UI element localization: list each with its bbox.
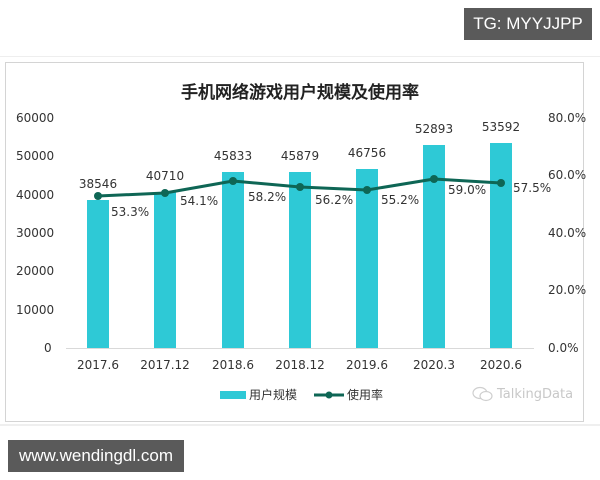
y-tick-right: 80.0%: [548, 111, 587, 125]
bar-value-label: 40710: [145, 169, 185, 183]
y-tick-right: 20.0%: [548, 283, 587, 297]
divider: [0, 424, 600, 426]
x-tick: 2020.6: [480, 358, 522, 372]
x-axis-line: [66, 348, 534, 349]
bar-value-label: 45879: [280, 149, 320, 163]
x-tick: 2020.3: [413, 358, 455, 372]
bar-2019-6: [356, 169, 378, 348]
bar-value-label: 46756: [347, 146, 387, 160]
line-value-label: 57.5%: [513, 181, 552, 195]
legend-line-label: 使用率: [347, 388, 384, 402]
line-value-label: 58.2%: [248, 190, 287, 204]
y-tick-right: 0.0%: [548, 341, 579, 355]
y-tick-left: 0: [44, 341, 52, 355]
y-tick-right: 60.0%: [548, 168, 587, 182]
bar-value-label: 52893: [414, 122, 454, 136]
x-tick: 2019.6: [346, 358, 388, 372]
bar-value-label: 53592: [481, 120, 521, 134]
wechat-icon: [472, 386, 493, 402]
y-tick-left: 30000: [16, 226, 55, 240]
bar-2017-12: [154, 192, 176, 348]
bar-2018-6: [222, 172, 244, 348]
x-tick: 2018.6: [212, 358, 254, 372]
y-tick-right: 40.0%: [548, 226, 587, 240]
divider: [0, 56, 600, 57]
watermark: TalkingData: [472, 386, 573, 402]
legend-item-bar: 用户规模: [220, 386, 297, 403]
bar-value-label: 38546: [78, 177, 118, 191]
bar-2020-6: [490, 143, 512, 348]
line-value-label: 55.2%: [381, 193, 420, 207]
tg-tag: TG: MYYJJPP: [464, 8, 592, 40]
legend-item-line: 使用率: [314, 386, 383, 403]
chart-title: 手机网络游戏用户规模及使用率: [181, 83, 419, 103]
line-value-label: 56.2%: [315, 193, 354, 207]
y-tick-left: 50000: [16, 149, 55, 163]
bar-2018-12: [289, 172, 311, 348]
site-tag: www.wendingdl.com: [8, 440, 184, 472]
legend-line-marker-icon: [314, 391, 344, 398]
legend-bar-swatch-icon: [220, 390, 246, 399]
y-tick-left: 10000: [16, 303, 55, 317]
line-value-label: 59.0%: [448, 183, 487, 197]
bar-2017-6: [87, 200, 109, 348]
line-value-label: 53.3%: [111, 205, 150, 219]
line-value-label: 54.1%: [180, 194, 219, 208]
x-tick: 2018.12: [275, 358, 325, 372]
bar-2020-3: [423, 145, 445, 348]
y-tick-left: 40000: [16, 188, 55, 202]
x-tick: 2017.6: [77, 358, 119, 372]
x-tick: 2017.12: [140, 358, 190, 372]
y-tick-left: 60000: [16, 111, 55, 125]
y-tick-left: 20000: [16, 264, 55, 278]
bar-value-label: 45833: [213, 149, 253, 163]
watermark-text: TalkingData: [497, 386, 574, 402]
legend-bar-label: 用户规模: [249, 388, 298, 402]
